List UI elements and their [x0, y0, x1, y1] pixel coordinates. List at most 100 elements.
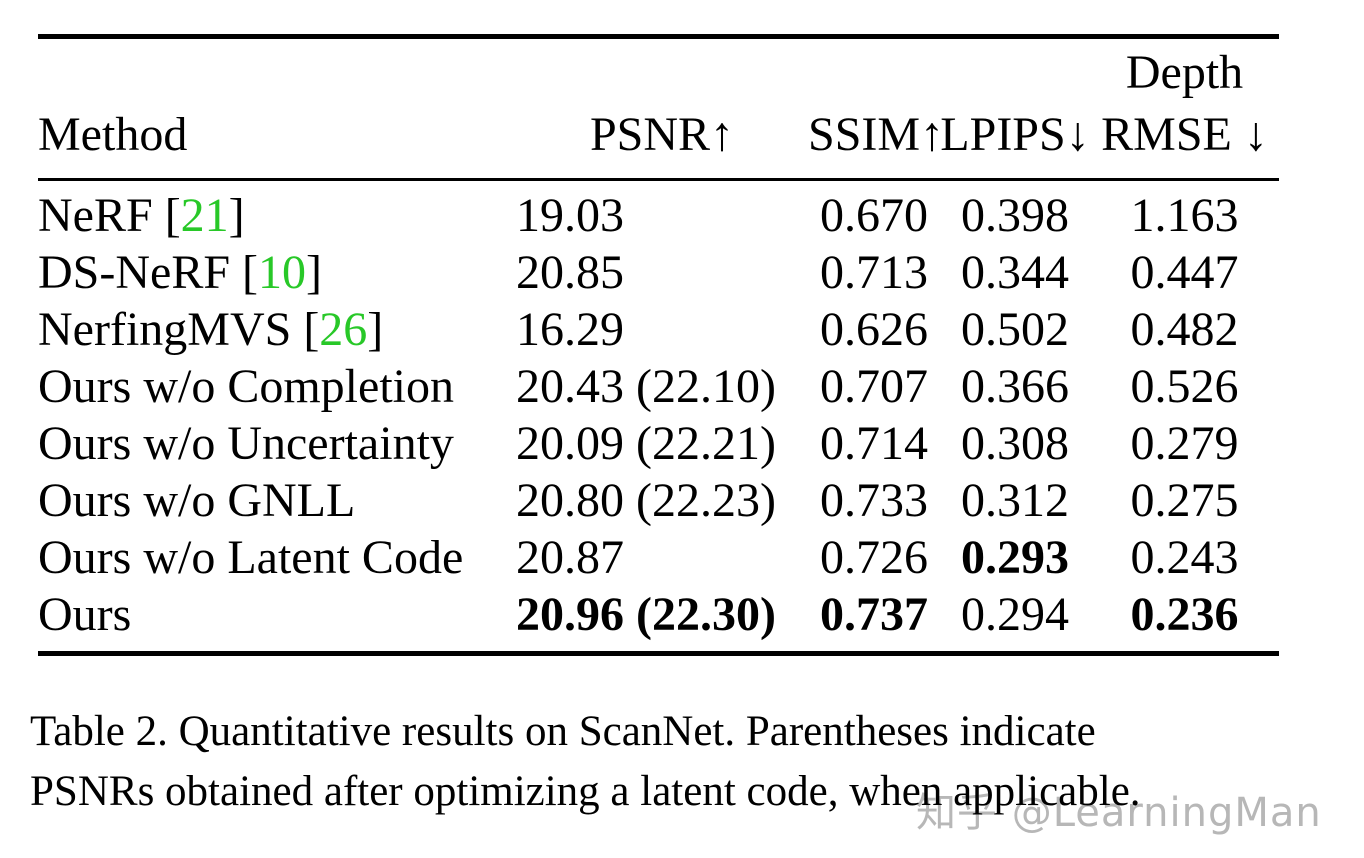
method-name: Ours w/o GNLL	[38, 474, 356, 527]
rmse-cell: 1.163	[1090, 187, 1279, 244]
table-row: Ours w/o Uncertainty 20.09 (22.21) 0.714…	[38, 415, 1279, 472]
table-row: Ours 20.96 (22.30) 0.737 0.294 0.236	[38, 586, 1279, 643]
ssim-value: 0.713	[820, 246, 928, 299]
method-cell: Ours w/o GNLL	[38, 472, 516, 529]
ssim-cell: 0.670	[808, 187, 940, 244]
lpips-cell: 0.502	[940, 301, 1090, 358]
psnr-cell: 20.96 (22.30)	[516, 586, 808, 643]
cite-bracket-open: [	[152, 189, 181, 242]
table-header-row: Method PSNR↑ SSIM↑ LPIPS↓ RMSE ↓	[38, 99, 1279, 171]
method-cell: Ours w/o Completion	[38, 358, 516, 415]
rmse-value: 0.275	[1130, 474, 1239, 527]
lpips-cell: 0.308	[940, 415, 1090, 472]
header-ssim: SSIM↑	[808, 108, 945, 161]
psnr-cell: 16.29	[516, 301, 808, 358]
lpips-cell: 0.398	[940, 187, 1090, 244]
table-row: Ours w/o Completion 20.43 (22.10) 0.707 …	[38, 358, 1279, 415]
rmse-cell: 0.236	[1090, 586, 1279, 643]
psnr-value: 20.80 (22.23)	[516, 474, 776, 527]
psnr-cell: 20.87	[516, 529, 808, 586]
header-method: Method	[38, 108, 188, 161]
ssim-cell: 0.707	[808, 358, 940, 415]
rmse-value: 1.163	[1130, 189, 1239, 242]
header-rmse: RMSE ↓	[1101, 108, 1268, 161]
header-psnr: PSNR↑	[589, 108, 735, 161]
lpips-cell: 0.366	[940, 358, 1090, 415]
caption-line-2: PSNRs obtained after optimizing a latent…	[30, 768, 1141, 815]
citation-link[interactable]: 21	[180, 189, 229, 242]
ssim-cell: 0.726	[808, 529, 940, 586]
ssim-cell: 0.713	[808, 244, 940, 301]
rmse-cell: 0.243	[1090, 529, 1279, 586]
table-rule-bottom	[38, 651, 1279, 656]
rmse-cell: 0.275	[1090, 472, 1279, 529]
rmse-cell: 0.526	[1090, 358, 1279, 415]
method-cell: Ours w/o Latent Code	[38, 529, 516, 586]
rmse-cell: 0.482	[1090, 301, 1279, 358]
table-caption: Table 2. Quantitative results on ScanNet…	[30, 702, 1332, 822]
cite-bracket-close: ]	[306, 246, 322, 299]
psnr-value: 19.03	[516, 189, 624, 242]
psnr-value: 20.09 (22.21)	[516, 417, 776, 470]
lpips-value: 0.312	[961, 474, 1069, 527]
method-name: NeRF	[38, 189, 153, 242]
ssim-cell: 0.733	[808, 472, 940, 529]
rmse-value: 0.236	[1130, 588, 1239, 641]
lpips-value: 0.294	[961, 588, 1069, 641]
ssim-value: 0.670	[820, 189, 928, 242]
psnr-cell: 20.85	[516, 244, 808, 301]
table-rule-mid	[38, 178, 1279, 181]
method-name: Ours w/o Uncertainty	[38, 417, 454, 470]
rmse-value: 0.526	[1130, 360, 1239, 413]
method-cell: NerfingMVS [26]	[38, 301, 516, 358]
psnr-value: 20.43 (22.10)	[516, 360, 776, 413]
header-depth-label: Depth	[1125, 46, 1244, 99]
table-row: NeRF [21] 19.03 0.670 0.398 1.163	[38, 187, 1279, 244]
table-header-row-depth: Depth	[38, 39, 1279, 99]
psnr-cell: 20.80 (22.23)	[516, 472, 808, 529]
table-row: NerfingMVS [26] 16.29 0.626 0.502 0.482	[38, 301, 1279, 358]
rmse-value: 0.482	[1130, 303, 1239, 356]
method-name: Ours w/o Completion	[38, 360, 454, 413]
method-cell: Ours	[38, 586, 516, 643]
cite-bracket-open: [	[230, 246, 259, 299]
psnr-value: 20.96 (22.30)	[516, 588, 776, 641]
caption-line-1: Table 2. Quantitative results on ScanNet…	[30, 708, 1096, 755]
ssim-value: 0.714	[820, 417, 928, 470]
ssim-cell: 0.626	[808, 301, 940, 358]
lpips-cell: 0.312	[940, 472, 1090, 529]
table-body: NeRF [21] 19.03 0.670 0.398 1.163 DS-NeR…	[38, 181, 1279, 651]
lpips-cell: 0.294	[940, 586, 1090, 643]
psnr-cell: 20.09 (22.21)	[516, 415, 808, 472]
table-row: Ours w/o Latent Code 20.87 0.726 0.293 0…	[38, 529, 1279, 586]
method-name: Ours w/o Latent Code	[38, 531, 464, 584]
lpips-value: 0.502	[961, 303, 1069, 356]
method-name: DS-NeRF	[38, 246, 231, 299]
ssim-value: 0.733	[820, 474, 928, 527]
table-row: Ours w/o GNLL 20.80 (22.23) 0.733 0.312 …	[38, 472, 1279, 529]
rmse-value: 0.279	[1130, 417, 1239, 470]
ssim-value: 0.626	[820, 303, 928, 356]
cite-bracket-close: ]	[228, 189, 245, 242]
psnr-value: 16.29	[516, 303, 624, 356]
rmse-value: 0.447	[1130, 246, 1239, 299]
rmse-cell: 0.279	[1090, 415, 1279, 472]
lpips-value: 0.344	[961, 246, 1069, 299]
ssim-value: 0.707	[820, 360, 928, 413]
lpips-cell: 0.344	[940, 244, 1090, 301]
rmse-cell: 0.447	[1090, 244, 1279, 301]
lpips-value: 0.366	[961, 360, 1069, 413]
ssim-cell: 0.737	[808, 586, 940, 643]
psnr-cell: 20.43 (22.10)	[516, 358, 808, 415]
lpips-value: 0.308	[961, 417, 1069, 470]
psnr-cell: 19.03	[516, 187, 808, 244]
lpips-value: 0.293	[961, 531, 1069, 584]
method-name: NerfingMVS	[38, 303, 292, 356]
method-cell: DS-NeRF [10]	[38, 244, 516, 301]
lpips-cell: 0.293	[940, 529, 1090, 586]
citation-link[interactable]: 26	[319, 303, 368, 356]
citation-link[interactable]: 10	[258, 246, 307, 299]
psnr-value: 20.87	[516, 531, 624, 584]
ssim-value: 0.726	[820, 531, 928, 584]
ssim-value: 0.737	[820, 588, 928, 641]
